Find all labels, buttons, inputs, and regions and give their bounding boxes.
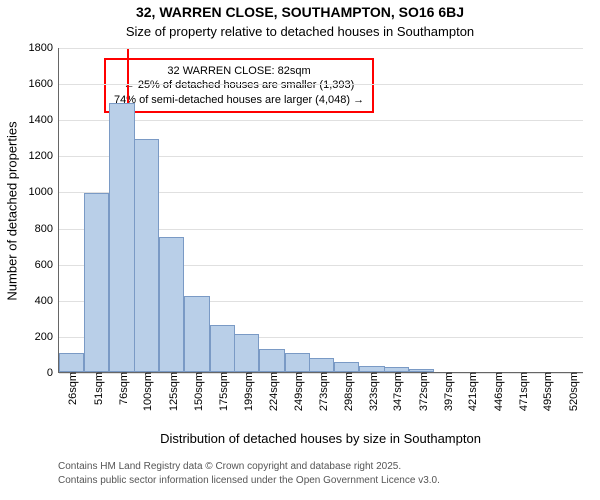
x-tick-label: 224sqm bbox=[264, 372, 280, 411]
x-tick-label: 495sqm bbox=[538, 372, 554, 411]
histogram-bar bbox=[109, 103, 134, 372]
footer-licence: Contains public sector information licen… bbox=[58, 475, 440, 486]
histogram-bar bbox=[259, 349, 284, 372]
x-tick-label: 347sqm bbox=[388, 372, 404, 411]
y-tick-label: 1800 bbox=[29, 42, 59, 54]
callout-line: ← 25% of detached houses are smaller (1,… bbox=[114, 78, 364, 92]
x-tick-label: 100sqm bbox=[138, 372, 154, 411]
y-tick-label: 0 bbox=[47, 367, 59, 379]
x-tick-label: 26sqm bbox=[63, 372, 79, 405]
histogram-bar bbox=[59, 353, 84, 372]
callout-box: 32 WARREN CLOSE: 82sqm← 25% of detached … bbox=[104, 58, 374, 113]
x-tick-label: 175sqm bbox=[214, 372, 230, 411]
x-tick-label: 323sqm bbox=[364, 372, 380, 411]
histogram-bar bbox=[134, 139, 159, 372]
y-tick-label: 1000 bbox=[29, 186, 59, 198]
x-tick-label: 421sqm bbox=[463, 372, 479, 411]
gridline bbox=[59, 84, 583, 85]
x-tick-label: 273sqm bbox=[314, 372, 330, 411]
histogram-bar bbox=[334, 362, 359, 372]
y-tick-label: 1400 bbox=[29, 114, 59, 126]
histogram-bar bbox=[184, 296, 209, 372]
y-tick-label: 1600 bbox=[29, 78, 59, 90]
histogram-bar bbox=[285, 353, 310, 372]
x-tick-label: 298sqm bbox=[339, 372, 355, 411]
gridline bbox=[59, 120, 583, 121]
callout-line: 32 WARREN CLOSE: 82sqm bbox=[114, 64, 364, 78]
y-tick-label: 400 bbox=[35, 295, 59, 307]
chart-title: 32, WARREN CLOSE, SOUTHAMPTON, SO16 6BJ bbox=[0, 4, 600, 20]
x-tick-label: 397sqm bbox=[439, 372, 455, 411]
callout-line: 74% of semi-detached houses are larger (… bbox=[114, 93, 364, 107]
y-axis-label: Number of detached properties bbox=[5, 121, 20, 300]
x-tick-label: 199sqm bbox=[239, 372, 255, 411]
gridline bbox=[59, 48, 583, 49]
x-tick-label: 249sqm bbox=[289, 372, 305, 411]
histogram-bar bbox=[84, 193, 109, 372]
histogram-bar bbox=[159, 237, 184, 372]
footer-copyright: Contains HM Land Registry data © Crown c… bbox=[58, 461, 401, 472]
x-tick-label: 372sqm bbox=[414, 372, 430, 411]
chart-container: 32, WARREN CLOSE, SOUTHAMPTON, SO16 6BJ … bbox=[0, 0, 600, 500]
y-tick-label: 600 bbox=[35, 259, 59, 271]
y-tick-label: 200 bbox=[35, 331, 59, 343]
y-tick-label: 1200 bbox=[29, 150, 59, 162]
x-tick-label: 471sqm bbox=[514, 372, 530, 411]
chart-subtitle: Size of property relative to detached ho… bbox=[0, 24, 600, 39]
x-tick-label: 150sqm bbox=[189, 372, 205, 411]
histogram-bar bbox=[309, 358, 334, 372]
x-tick-label: 51sqm bbox=[89, 372, 105, 405]
histogram-bar bbox=[210, 325, 235, 372]
x-tick-label: 125sqm bbox=[164, 372, 180, 411]
histogram-bar bbox=[234, 334, 259, 372]
x-tick-label: 76sqm bbox=[114, 372, 130, 405]
x-axis-label: Distribution of detached houses by size … bbox=[58, 431, 583, 446]
plot-area: 32 WARREN CLOSE: 82sqm← 25% of detached … bbox=[58, 48, 583, 373]
x-tick-label: 520sqm bbox=[564, 372, 580, 411]
y-tick-label: 800 bbox=[35, 223, 59, 235]
x-tick-label: 446sqm bbox=[489, 372, 505, 411]
